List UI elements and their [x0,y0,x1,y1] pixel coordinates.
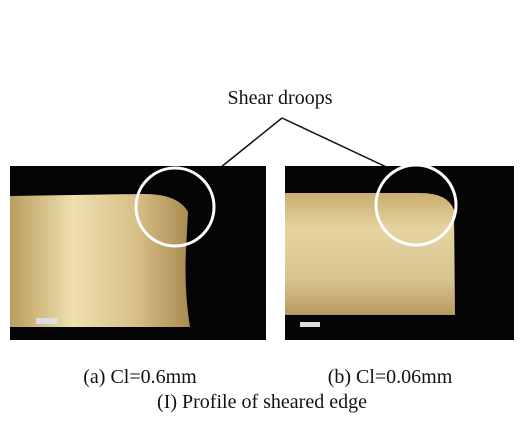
panel-caption: (b) Cl=0.06mm [328,366,453,388]
page: Shear droops (a) Cl=0.6mm (b) Cl=0.06mm … [0,0,522,416]
figure: Shear droops (a) Cl=0.6mm (b) Cl=0.06mm … [0,0,522,416]
micrograph-b [285,165,514,340]
micrograph-a [10,166,266,340]
annotation: Shear droops [228,87,333,109]
panel-caption: (a) Cl=0.6mm [83,366,197,388]
figure-caption: (I) Profile of sheared edge [157,391,367,413]
